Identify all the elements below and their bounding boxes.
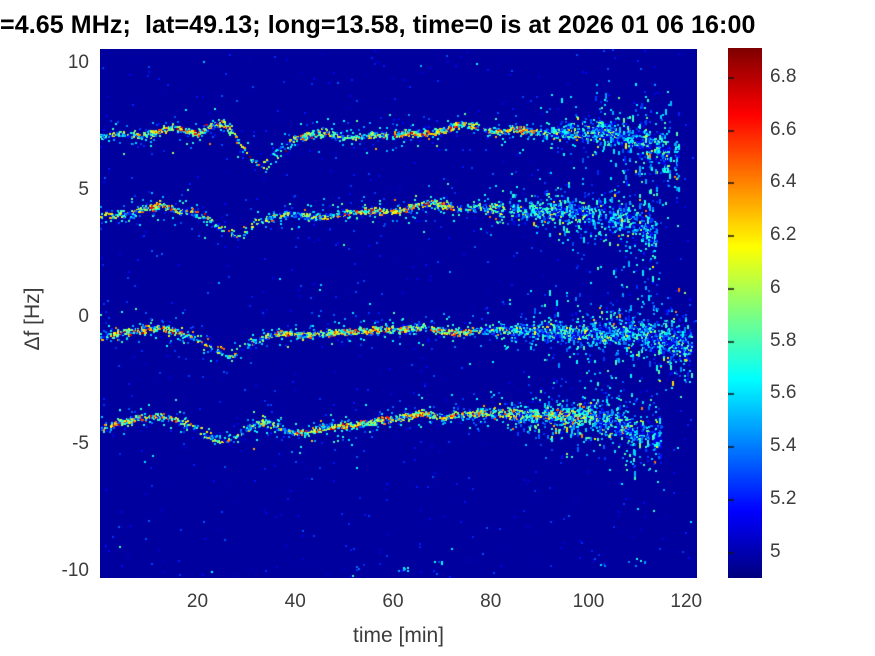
colorbar-tick-label: 5.4	[770, 435, 797, 457]
x-tick-label: 80	[480, 591, 502, 612]
colorbar-tick-label: 5.2	[770, 487, 797, 509]
spectrogram-canvas	[100, 49, 697, 578]
colorbar-tick-label: 6.2	[770, 224, 797, 246]
x-tick-label: 100	[572, 591, 605, 612]
colorbar-tick-label: 6	[770, 276, 781, 298]
colorbar-tick-label: 5.6	[770, 382, 797, 404]
y-tick-label: -10	[61, 560, 89, 582]
colorbar-tick-label: 5	[770, 540, 781, 562]
x-tick-label: 60	[382, 591, 404, 612]
colorbar-canvas	[728, 48, 762, 578]
y-tick-label: -5	[72, 433, 89, 455]
x-tick-label: 40	[284, 591, 306, 612]
y-tick-label: 10	[67, 52, 89, 74]
x-tick-label: 120	[670, 591, 703, 612]
plot-title: =4.65 MHz; lat=49.13; long=13.58, time=0…	[0, 11, 756, 39]
colorbar-tick-label: 5.8	[770, 329, 797, 351]
y-tick-label: 5	[78, 179, 89, 201]
colorbar-tick-label: 6.8	[770, 66, 797, 87]
colorbar-tick-label: 6.6	[770, 118, 797, 140]
x-tick-label: 20	[186, 591, 209, 612]
x-axis-label: time [min]	[352, 624, 444, 647]
y-tick-label: 0	[78, 306, 89, 328]
colorbar-tick-label: 6.4	[770, 171, 797, 193]
